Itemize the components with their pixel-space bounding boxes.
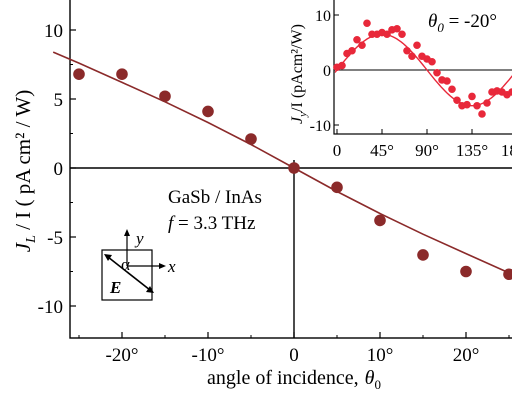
inset-data-point <box>413 41 421 50</box>
diagram-e-vector <box>107 256 151 291</box>
main-y-tick-label: 5 <box>54 90 64 111</box>
main-data-point <box>417 249 429 261</box>
inset-x-tick-label: 45° <box>370 141 394 160</box>
inset-data-point <box>383 30 391 39</box>
inset-data-point <box>408 52 416 61</box>
geometry-diagram: y x α E <box>101 229 176 301</box>
inset-y-tick-label: 0 <box>323 63 331 80</box>
main-y-tick-label: 0 <box>54 159 64 180</box>
main-y-tick-label: 10 <box>44 21 63 42</box>
inset-title: θ0 = -20° <box>428 11 497 35</box>
inset-data-point <box>483 99 491 107</box>
main-data-point <box>288 162 300 174</box>
main-data-point <box>116 68 128 80</box>
main-data-point <box>73 68 85 80</box>
inset-data-point <box>473 101 481 110</box>
inset-data-points <box>333 19 512 118</box>
inset-data-point <box>448 85 456 94</box>
inset-data-point <box>353 35 361 44</box>
main-x-axis-title-symbol: θ <box>365 367 375 389</box>
inset-data-point <box>398 30 406 39</box>
main-y-tick-label: -5 <box>47 228 63 249</box>
main-x-axis-title: angle of incidence, θ0 <box>207 367 381 392</box>
inset-y-tick-label: 10 <box>315 8 331 25</box>
inset-data-point <box>393 24 401 33</box>
inset-x-tick-label: 135° <box>456 141 488 160</box>
inset-y-axis-title-symbol: J <box>289 116 306 124</box>
main-x-tick-label: 20° <box>453 345 480 366</box>
inset-y-tick-label: -10 <box>310 118 331 135</box>
main-y-tick-label: -10 <box>38 297 63 318</box>
sample-label: GaSb / InAs <box>168 187 262 208</box>
inset-fit-curve <box>334 33 512 107</box>
inset-data-point <box>403 46 411 55</box>
main-x-tick-label: 0 <box>289 345 299 366</box>
main-data-point <box>503 268 512 281</box>
inset-x-tick-label: 0 <box>333 141 342 160</box>
inset-x-tick-label: 180° <box>501 141 512 160</box>
main-x-axis-title-subscript: 0 <box>374 377 381 392</box>
inset-data-point <box>358 41 366 50</box>
main-data-point <box>331 181 343 194</box>
main-data-point <box>245 133 257 145</box>
inset-title-subscript: 0 <box>437 20 444 35</box>
main-data-point <box>460 265 472 278</box>
diagram-x-label: x <box>167 257 176 276</box>
diagram-e-arrowhead-lower <box>146 286 154 293</box>
main-data-point <box>159 90 171 103</box>
main-y-axis-title-text: / I ( pA cm² / W) <box>11 90 35 235</box>
inset-y-axis-title-text: /I (pAcm²/W) <box>289 24 306 112</box>
main-data-points <box>73 68 512 281</box>
inset-data-point <box>433 68 441 77</box>
inset-title-background <box>418 4 512 34</box>
inset-data-point <box>428 57 436 66</box>
inset-data-point <box>338 61 346 70</box>
frequency-label: f = 3.3 THz <box>168 213 255 234</box>
main-axis-ticks: -20° -10° 0 10° 20° 10 5 0 -5 -10 <box>38 21 510 366</box>
frequency-value: = 3.3 THz <box>173 213 255 234</box>
diagram-e-arrowhead-upper <box>104 254 112 261</box>
main-x-tick-label: -10° <box>192 345 225 366</box>
inset-y-axis-title: Jy/I (pAcm²/W) <box>289 24 309 124</box>
main-plot: -20° -10° 0 10° 20° 10 5 0 -5 -10 GaSb / InAs f =… <box>11 0 512 392</box>
inset-data-point <box>443 77 451 85</box>
inset-title-text: = -20° <box>444 11 497 32</box>
inset-data-point <box>478 110 486 118</box>
inset-data-point <box>363 19 371 28</box>
inset-y-axis-title-subscript: y <box>297 112 309 118</box>
inset-data-point <box>348 46 356 55</box>
inset-data-point <box>468 92 476 101</box>
frequency-symbol: f <box>168 213 176 234</box>
inset-data-point <box>508 88 512 96</box>
inset-x-tick-label: 90° <box>415 141 439 160</box>
main-x-axis-title-text: angle of incidence, <box>207 367 359 389</box>
main-y-axis-title-subscript: L <box>24 235 39 244</box>
diagram-y-label: y <box>134 229 144 248</box>
diagram-e-label: E <box>109 278 121 297</box>
main-y-axis-title: JL / I ( pA cm² / W) <box>11 90 39 252</box>
main-data-point <box>202 105 214 118</box>
main-x-tick-label: -20° <box>106 345 139 366</box>
inset-axis-ticks: 045°90°135°180°100-10 <box>310 8 512 160</box>
diagram-y-arrowhead <box>124 229 130 236</box>
diagram-alpha-label: α <box>121 255 130 274</box>
diagram-x-arrowhead <box>159 263 166 269</box>
inset-data-point <box>453 96 461 105</box>
main-data-point <box>374 214 386 227</box>
inset-title-symbol: θ <box>428 11 437 32</box>
inset-plot: 045°90°135°180°100-10 θ0 = -20° Jy/I (pA… <box>284 0 512 160</box>
inset-data-point <box>463 100 471 109</box>
main-y-axis-title-symbol: J <box>11 241 35 252</box>
main-x-tick-label: 10° <box>367 345 394 366</box>
